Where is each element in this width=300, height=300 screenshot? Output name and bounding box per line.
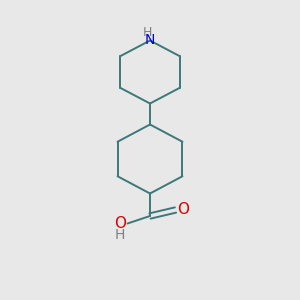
Text: N: N [145,34,155,47]
Text: H: H [143,26,152,39]
Text: O: O [114,216,126,231]
Text: O: O [177,202,189,217]
Text: H: H [115,228,125,242]
